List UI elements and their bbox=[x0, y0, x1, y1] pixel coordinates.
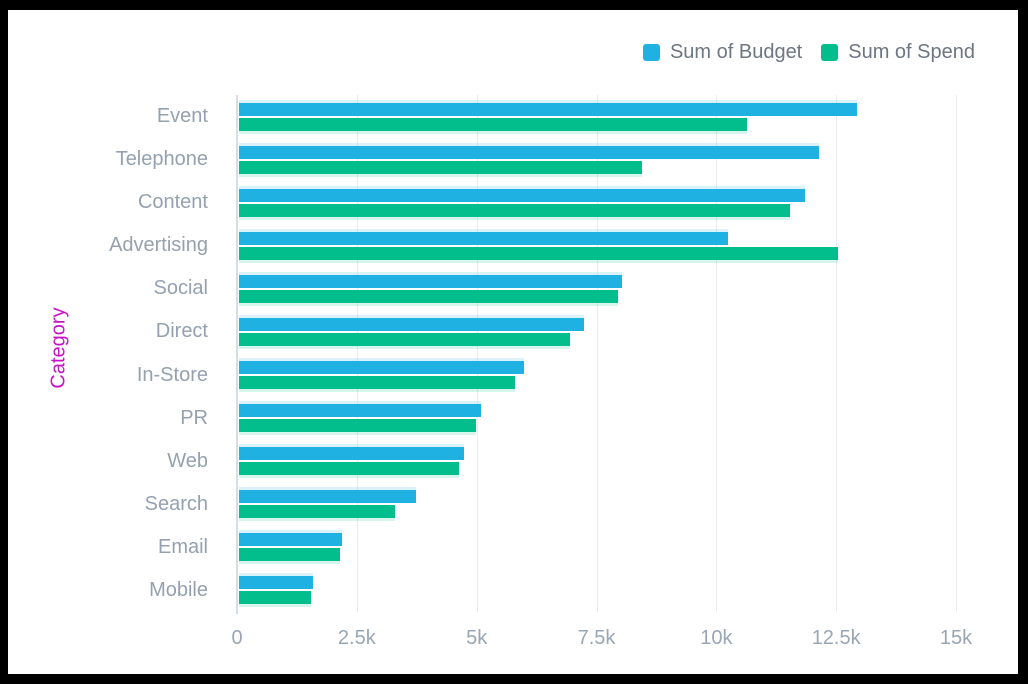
bar-row bbox=[239, 440, 1005, 483]
gridline bbox=[476, 95, 478, 612]
gridline bbox=[716, 95, 718, 612]
category-label: Web bbox=[167, 449, 208, 472]
gridline bbox=[956, 95, 957, 612]
bar-sum-of-spend[interactable] bbox=[239, 376, 515, 389]
y-axis-line bbox=[236, 95, 238, 614]
x-axis-tick-label: 10k bbox=[700, 627, 733, 649]
legend-item-label: Sum of Spend bbox=[848, 41, 975, 63]
x-axis-tick-label: 12.5k bbox=[811, 627, 861, 649]
bar-sum-of-budget[interactable] bbox=[239, 102, 858, 116]
chart-legend: Sum of Budget Sum of Spend bbox=[642, 41, 975, 64]
category-axis-labels: Event Telephone Content Advertising Social Di… bbox=[8, 95, 208, 612]
bar-rows bbox=[239, 95, 1005, 612]
category-label: Email bbox=[157, 535, 208, 558]
category-label: Advertising bbox=[109, 234, 208, 257]
legend-swatch bbox=[821, 44, 839, 61]
x-axis-tick-labels: 0 2.5k 5k 7.5k 10k 12.5k 15k bbox=[231, 622, 1005, 656]
bar-row bbox=[239, 353, 1005, 396]
bar-sum-of-spend[interactable] bbox=[239, 462, 460, 476]
category-label: Search bbox=[144, 492, 208, 515]
bar-sum-of-budget[interactable] bbox=[239, 490, 417, 504]
bar-row bbox=[239, 526, 1005, 569]
bar-sum-of-budget[interactable] bbox=[239, 317, 585, 331]
category-label: PR bbox=[180, 406, 208, 429]
bar-row bbox=[239, 181, 1005, 224]
bar-row bbox=[239, 138, 1005, 181]
legend-item[interactable]: Sum of Budget bbox=[642, 41, 803, 64]
bar-sum-of-budget[interactable] bbox=[239, 188, 805, 202]
bar-row bbox=[239, 569, 1005, 612]
gridline bbox=[596, 95, 598, 612]
bar-sum-of-spend[interactable] bbox=[239, 117, 748, 131]
x-axis-tick-label: 15k bbox=[939, 627, 973, 649]
x-axis-tick-label: 0 bbox=[231, 627, 243, 649]
bar-sum-of-budget[interactable] bbox=[239, 447, 465, 461]
bar-sum-of-spend[interactable] bbox=[239, 548, 340, 562]
bar-sum-of-spend[interactable] bbox=[239, 419, 477, 433]
chart-canvas: Sum of Budget Sum of Spend Category Event… bbox=[8, 10, 1018, 674]
bar-sum-of-spend[interactable] bbox=[239, 505, 395, 519]
bar-row bbox=[239, 267, 1005, 310]
legend-item[interactable]: Sum of Spend bbox=[821, 41, 975, 64]
bar-sum-of-budget[interactable] bbox=[239, 404, 482, 418]
bar-sum-of-budget[interactable] bbox=[239, 361, 525, 374]
category-label: Mobile bbox=[149, 578, 208, 601]
category-label: Event bbox=[156, 105, 208, 128]
category-label: Direct bbox=[155, 320, 208, 343]
bar-sum-of-spend[interactable] bbox=[239, 591, 311, 605]
plot-area bbox=[236, 95, 1005, 614]
bar-row bbox=[239, 310, 1005, 353]
category-label: In-Store bbox=[136, 363, 208, 386]
bar-sum-of-budget[interactable] bbox=[239, 533, 343, 547]
bar-sum-of-spend[interactable] bbox=[239, 160, 642, 174]
bar-sum-of-spend[interactable] bbox=[239, 332, 570, 346]
bar-sum-of-budget[interactable] bbox=[239, 576, 314, 590]
category-label: Social bbox=[153, 277, 208, 300]
bar-row bbox=[239, 95, 1005, 138]
legend-item-label: Sum of Budget bbox=[669, 41, 803, 63]
bar-sum-of-budget[interactable] bbox=[239, 145, 819, 159]
gridline bbox=[836, 95, 838, 612]
x-axis-tick-label: 7.5k bbox=[577, 627, 616, 649]
x-axis-tick-label: 5k bbox=[466, 627, 488, 649]
bar-sum-of-spend[interactable] bbox=[239, 203, 791, 217]
category-label: Telephone bbox=[115, 148, 208, 171]
bar-row bbox=[239, 483, 1005, 526]
gridline bbox=[356, 95, 358, 612]
bar-row bbox=[239, 224, 1005, 267]
bar-sum-of-budget[interactable] bbox=[239, 274, 623, 288]
bar-row bbox=[239, 397, 1005, 440]
category-label: Content bbox=[137, 191, 208, 214]
bar-sum-of-spend[interactable] bbox=[239, 246, 839, 260]
bar-sum-of-budget[interactable] bbox=[239, 231, 728, 245]
legend-swatch bbox=[642, 44, 660, 61]
x-axis-tick-label: 2.5k bbox=[337, 627, 376, 649]
bar-sum-of-spend[interactable] bbox=[239, 289, 618, 303]
